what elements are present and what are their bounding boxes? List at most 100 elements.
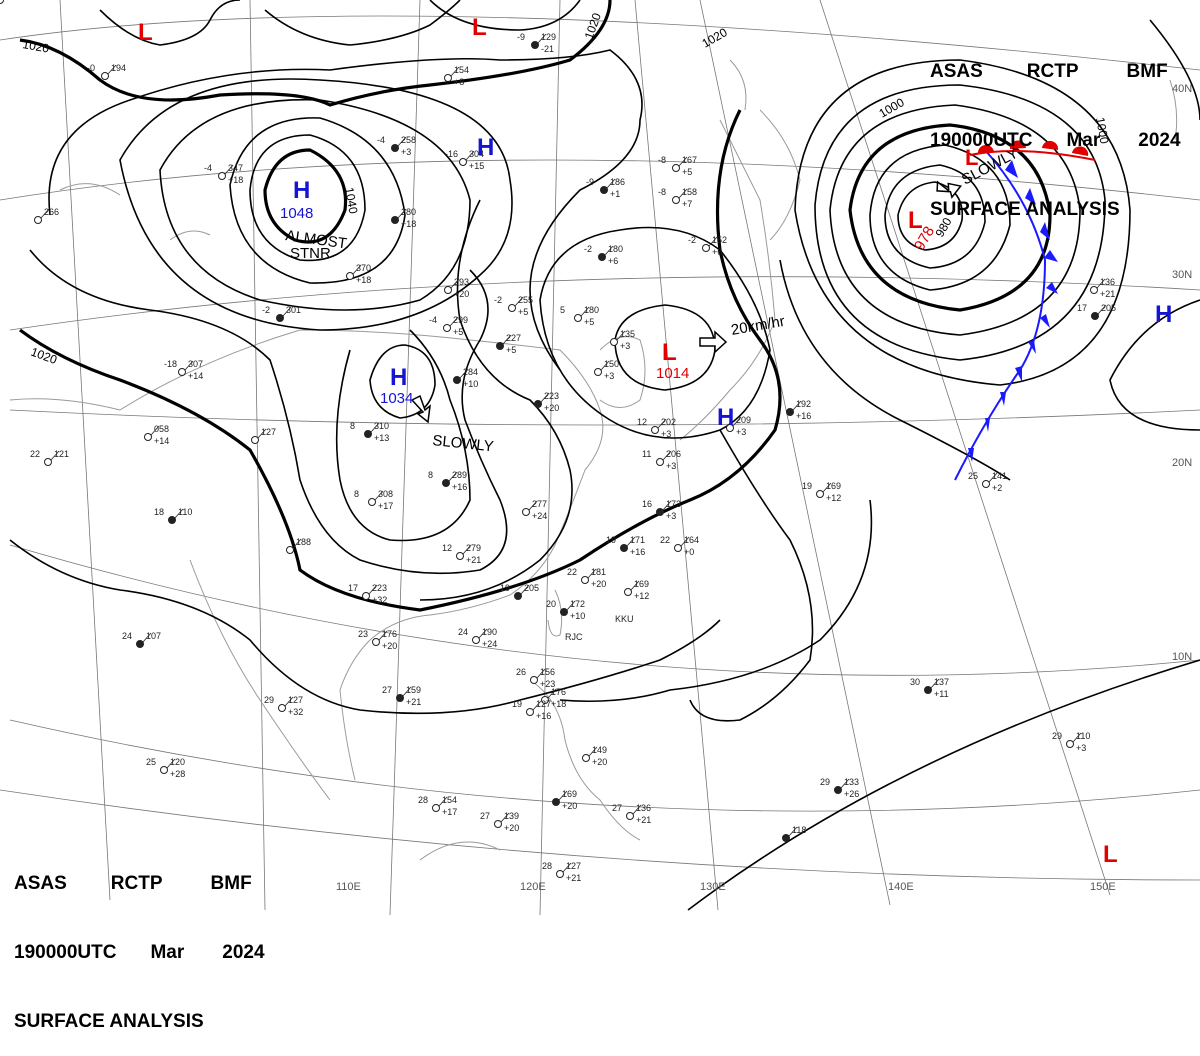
station-tendency: +20 — [504, 823, 519, 833]
front-triangle — [968, 448, 974, 462]
header-row-2: 190000UTC Mar 2024 — [14, 941, 265, 964]
station-plot: 209+3 — [726, 415, 751, 437]
isobar-line — [848, 123, 1052, 312]
station-circle-icon — [581, 576, 589, 584]
station-plot: -16 304 +15 — [445, 149, 484, 171]
header-station: RCTP — [110, 873, 163, 894]
station-pressure: 118 — [792, 825, 806, 835]
station-circle-icon — [442, 479, 450, 487]
station-pressure: 136 — [1100, 277, 1115, 287]
station-plot: 12 202 +3 — [637, 417, 676, 439]
wind-barb-icon — [478, 628, 488, 639]
station-circle-icon — [1091, 312, 1099, 320]
station-pressure: 137 — [934, 677, 949, 687]
station-circle-icon — [600, 186, 608, 194]
station-circle-icon — [834, 786, 842, 794]
station-tendency: +13 — [374, 433, 389, 443]
station-tendency: +5 — [453, 327, 463, 337]
station-circle-icon — [101, 72, 109, 80]
station-plot: 293+20 — [444, 277, 469, 299]
station-circle-icon — [531, 41, 539, 49]
header-office: BMF — [1126, 61, 1168, 82]
station-plot: -2 255 +5 — [494, 295, 533, 317]
isobar-label: 1000 — [1093, 116, 1111, 145]
station-tendency: +11 — [934, 689, 949, 699]
station-tendency: +6 — [608, 256, 618, 266]
high-center-symbol: H — [717, 404, 734, 431]
wind-barb-icon — [502, 334, 512, 345]
station-circle-icon — [526, 708, 534, 716]
station-temperature: -4 — [377, 135, 385, 145]
wind-barb-icon — [532, 700, 542, 711]
wind-barb-icon — [540, 392, 550, 403]
station-tendency: +17 — [378, 501, 393, 511]
isobar-line — [689, 429, 814, 722]
station-plot: 30 137 +11 — [910, 677, 949, 699]
station-plot: 28 127 +21 — [542, 861, 581, 883]
station-pressure: 120 — [170, 757, 185, 767]
motion-arrow-icon — [410, 394, 431, 424]
station-circle-icon — [396, 694, 404, 702]
station-plot: 29 127 +32 — [264, 695, 303, 717]
wind-barb-icon — [397, 208, 407, 219]
station-tendency: +5 — [518, 307, 528, 317]
isobar-line — [264, 0, 461, 46]
station-temperature: 5 — [560, 305, 565, 315]
station-circle-icon — [620, 544, 628, 552]
station-circle-icon — [144, 433, 152, 441]
station-temperature: -18 — [164, 359, 177, 369]
station-tendency: +20 — [562, 801, 577, 811]
station-plot: 16 173 +3 — [642, 499, 681, 521]
station-tendency: +14 — [154, 436, 169, 446]
station-tendency: +5 — [584, 317, 594, 327]
station-tendency: +6 — [712, 247, 722, 257]
station-circle-icon — [782, 834, 790, 842]
wind-barb-icon — [732, 416, 742, 427]
station-tendency: +3 — [1076, 743, 1086, 753]
station-tendency: +3 — [620, 341, 630, 351]
station-temperature: 16 — [642, 499, 652, 509]
station-temperature: 22 — [660, 535, 670, 545]
wind-barb-icon — [166, 758, 176, 769]
station-plot: -4 258 +3 — [377, 135, 416, 157]
station-temperature: -8 — [658, 155, 666, 165]
isobar-line — [369, 344, 436, 419]
wind-barb-icon — [514, 296, 524, 307]
motion-note: STNR — [290, 245, 331, 262]
station-pressure: 169 — [562, 789, 577, 799]
station-plot: -2 152 +6 — [688, 235, 727, 257]
front-triangle — [1025, 188, 1036, 205]
high-center-symbol: H — [477, 134, 494, 161]
station-plot: -2 301 — [262, 305, 301, 322]
wind-barb-icon — [678, 156, 688, 167]
fronts — [954, 140, 1096, 481]
wind-barb-icon — [292, 538, 302, 549]
wind-barb-icon — [547, 688, 557, 699]
station-circle-icon — [362, 592, 370, 600]
station-tendency: +7 — [682, 199, 692, 209]
station-plot: 8 308 +17 — [354, 489, 393, 511]
meridian-line — [389, 0, 421, 916]
station-id: KKU — [615, 614, 634, 624]
station-temperature: -8 — [658, 187, 666, 197]
wind-barb-icon — [257, 428, 267, 439]
station-pressure: 154 — [454, 65, 469, 75]
lat-label: 30N — [1172, 269, 1192, 281]
station-plot: 27 139 +20 — [480, 811, 519, 833]
low-center-symbol: L — [908, 207, 923, 234]
coastlines — [9, 59, 1178, 861]
station-circle-icon — [0, 0, 4, 4]
station-pressure: 110 — [178, 507, 192, 517]
header-row-1: ASAS RCTP BMF — [930, 60, 1181, 83]
header-row-3: SURFACE ANALYSIS — [930, 198, 1181, 221]
station-plot: -8 167 +5 — [658, 155, 697, 177]
wind-barb-icon — [448, 471, 458, 482]
station-temperature: -2 — [688, 235, 696, 245]
header-bottom: ASAS RCTP BMF 190000UTC Mar 2024 SURFACE ANA… — [14, 826, 265, 1056]
station-plot: 169+12 — [624, 579, 649, 601]
station-plot: 29 110 +3 — [1052, 731, 1090, 753]
wind-barb-icon — [1072, 732, 1082, 743]
station-pressure: 308 — [378, 489, 393, 499]
station-tendency: +3 — [736, 427, 746, 437]
station-pressure: 205 — [524, 583, 539, 593]
